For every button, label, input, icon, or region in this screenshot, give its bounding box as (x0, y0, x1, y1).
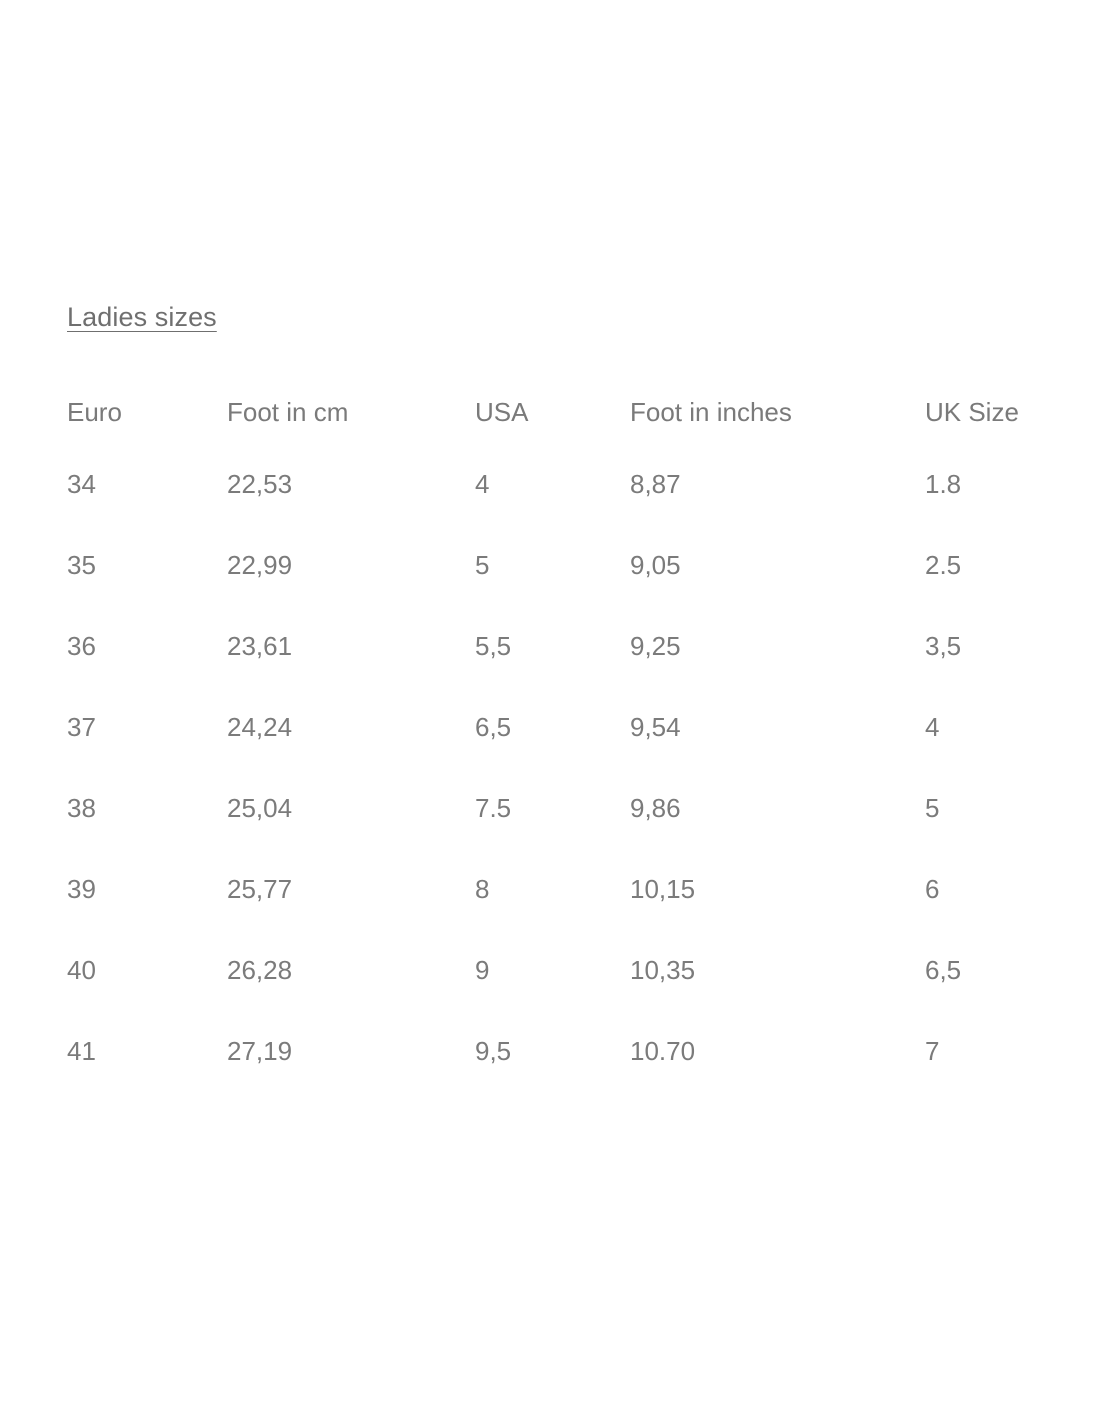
cell-euro: 34 (67, 468, 96, 499)
cell-foot-inches: 9,86 (630, 792, 681, 823)
cell-foot-cm: 22,99 (227, 549, 293, 580)
table-row: 36 23,61 5,5 9,25 3,5 (67, 605, 1067, 686)
cell-foot-inches: 10.70 (630, 1035, 696, 1066)
cell-foot-inches: 9,54 (630, 711, 681, 742)
cell-uk: 2.5 (925, 549, 962, 580)
cell-usa: 4 (475, 468, 490, 499)
table-row: 38 25,04 7.5 9,86 5 (67, 767, 1067, 848)
cell-euro: 41 (67, 1035, 96, 1066)
table-header: Euro Foot in cm USA Foot in inches UK Si… (67, 381, 1067, 443)
table-row: 34 22,53 4 8,87 1.8 (67, 443, 1067, 524)
cell-usa: 9 (475, 954, 490, 985)
cell-usa: 8 (475, 873, 490, 904)
cell-foot-inches: 8,87 (630, 468, 681, 499)
cell-euro: 40 (67, 954, 96, 985)
column-header-usa: USA (475, 397, 529, 427)
size-chart-section: Ladies sizes Euro Foot in cm USA Foot in… (67, 300, 1067, 1091)
column-header-foot-in-cm: Foot in cm (227, 397, 349, 427)
table-row: 37 24,24 6,5 9,54 4 (67, 686, 1067, 767)
cell-usa: 5,5 (475, 630, 512, 661)
cell-euro: 36 (67, 630, 96, 661)
cell-uk: 7 (925, 1035, 940, 1066)
cell-euro: 37 (67, 711, 96, 742)
column-header-uk-size: UK Size (925, 397, 1019, 427)
table-body: 34 22,53 4 8,87 1.8 35 22,99 5 9,05 2.5 … (67, 443, 1067, 1091)
size-table: Euro Foot in cm USA Foot in inches UK Si… (67, 381, 1067, 1091)
cell-foot-cm: 22,53 (227, 468, 293, 499)
cell-foot-cm: 25,04 (227, 792, 293, 823)
cell-euro: 35 (67, 549, 96, 580)
cell-uk: 5 (925, 792, 940, 823)
cell-foot-cm: 23,61 (227, 630, 293, 661)
table-row: 35 22,99 5 9,05 2.5 (67, 524, 1067, 605)
table-row: 41 27,19 9,5 10.70 7 (67, 1010, 1067, 1091)
cell-foot-cm: 27,19 (227, 1035, 293, 1066)
column-header-foot-in-inches: Foot in inches (630, 397, 792, 427)
cell-foot-inches: 10,15 (630, 873, 696, 904)
cell-euro: 38 (67, 792, 96, 823)
cell-foot-inches: 9,25 (630, 630, 681, 661)
page-title: Ladies sizes (67, 302, 217, 332)
cell-foot-cm: 25,77 (227, 873, 293, 904)
cell-foot-inches: 9,05 (630, 549, 681, 580)
cell-foot-inches: 10,35 (630, 954, 696, 985)
cell-foot-cm: 26,28 (227, 954, 293, 985)
cell-euro: 39 (67, 873, 96, 904)
cell-uk: 6 (925, 873, 940, 904)
cell-uk: 1.8 (925, 468, 962, 499)
cell-usa: 7.5 (475, 792, 512, 823)
cell-usa: 6,5 (475, 711, 512, 742)
cell-usa: 9,5 (475, 1035, 512, 1066)
table-row: 40 26,28 9 10,35 6,5 (67, 929, 1067, 1010)
cell-uk: 4 (925, 711, 940, 742)
cell-uk: 3,5 (925, 630, 962, 661)
cell-foot-cm: 24,24 (227, 711, 293, 742)
cell-uk: 6,5 (925, 954, 962, 985)
table-row: 39 25,77 8 10,15 6 (67, 848, 1067, 929)
cell-usa: 5 (475, 549, 490, 580)
column-header-euro: Euro (67, 397, 122, 427)
table-header-row: Euro Foot in cm USA Foot in inches UK Si… (67, 381, 1067, 443)
